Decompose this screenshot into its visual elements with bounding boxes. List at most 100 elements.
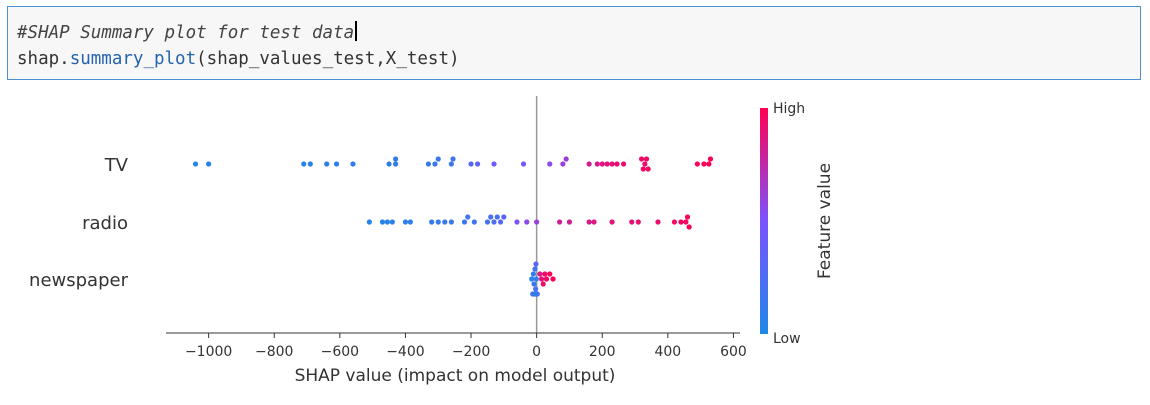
- code-comment: #SHAP Summary plot for test data: [17, 23, 355, 43]
- point-TV-16: [475, 161, 481, 167]
- point-TV-22: [586, 161, 592, 167]
- point-TV-29: [642, 161, 648, 167]
- point-TV-7: [386, 161, 392, 167]
- x-tick-label-8: 600: [720, 344, 747, 360]
- point-radio-7: [435, 219, 441, 225]
- point-radio-20: [524, 219, 530, 225]
- point-radio-1: [379, 219, 386, 225]
- x-tick-label-2: −600: [321, 344, 359, 360]
- point-radio-30: [671, 219, 678, 225]
- point-radio-22: [557, 219, 563, 225]
- x-tick-label-5: 0: [532, 344, 541, 360]
- point-TV-18: [520, 161, 527, 167]
- point-radio-2: [384, 219, 390, 225]
- colorbar: [760, 108, 768, 334]
- point-TV-0: [192, 161, 199, 167]
- point-TV-34: [694, 161, 700, 167]
- point-radio-29: [655, 219, 661, 225]
- point-radio-9: [448, 219, 454, 225]
- point-radio-8: [442, 219, 448, 225]
- point-TV-3: [307, 161, 313, 167]
- point-radio-18: [501, 214, 507, 220]
- point-radio-0: [366, 219, 372, 225]
- point-TV-10: [425, 161, 431, 167]
- point-TV-9: [393, 156, 399, 162]
- point-TV-2: [301, 161, 307, 167]
- point-newspaper-2: [531, 281, 537, 287]
- point-radio-33: [684, 214, 691, 220]
- point-TV-6: [350, 161, 356, 167]
- colorbar-title: Feature value: [815, 163, 835, 279]
- code-object: shap: [17, 49, 60, 69]
- point-TV-19: [547, 161, 553, 167]
- point-radio-17: [497, 219, 504, 225]
- point-newspaper-16: [543, 276, 550, 282]
- code-arguments: (shap_values_test,X_test): [196, 49, 460, 69]
- x-tick-label-3: −400: [386, 344, 424, 360]
- x-tick-label-4: −200: [452, 344, 490, 360]
- code-dot: .: [59, 49, 70, 69]
- point-TV-13: [448, 161, 454, 167]
- shap-summary-plot: TV radio newspaper −1000 −800 −600 −400 −200 0 2…: [29, 96, 835, 386]
- feature-label-radio: radio: [82, 213, 128, 234]
- x-tick-label-7: 400: [654, 344, 681, 360]
- point-TV-21: [563, 156, 569, 162]
- point-radio-25: [591, 219, 597, 225]
- point-newspaper-12: [537, 271, 543, 277]
- feature-labels: TV radio newspaper: [29, 155, 129, 291]
- x-tick-label-1: −800: [255, 344, 293, 360]
- point-TV-5: [333, 161, 340, 167]
- point-TV-27: [614, 161, 620, 167]
- point-TV-14: [450, 156, 456, 162]
- point-newspaper-13: [538, 276, 545, 282]
- point-TV-31: [643, 156, 650, 162]
- point-TV-25: [604, 161, 610, 167]
- point-radio-11: [465, 214, 471, 220]
- point-radio-14: [488, 214, 494, 220]
- point-TV-37: [707, 156, 714, 162]
- point-newspaper-4: [533, 286, 539, 292]
- point-radio-21: [534, 219, 540, 225]
- point-TV-11: [432, 161, 438, 167]
- point-radio-4: [402, 219, 409, 225]
- point-radio-12: [471, 219, 477, 225]
- point-radio-26: [609, 219, 615, 225]
- code-cell[interactable]: #SHAP Summary plot for test data shap.su…: [7, 6, 1141, 80]
- point-TV-26: [609, 161, 615, 167]
- point-TV-1: [206, 161, 212, 167]
- code-line-comment: #SHAP Summary plot for test data: [17, 21, 357, 43]
- point-TV-20: [560, 161, 566, 167]
- feature-label-newspaper: newspaper: [29, 270, 129, 291]
- point-newspaper-14: [540, 281, 546, 287]
- point-radio-19: [514, 219, 520, 225]
- point-newspaper-15: [542, 271, 548, 277]
- point-TV-8: [393, 161, 399, 167]
- point-newspaper-1: [530, 271, 536, 277]
- code-function-name: summary_plot: [69, 49, 197, 69]
- point-TV-12: [435, 156, 441, 162]
- colorbar-high-label: High: [773, 101, 805, 117]
- point-newspaper-3: [532, 266, 538, 272]
- point-radio-5: [407, 219, 413, 225]
- point-TV-4: [324, 161, 330, 167]
- point-radio-16: [494, 214, 500, 220]
- code-line-call: shap.summary_plot(shap_values_test,X_tes…: [17, 49, 460, 69]
- point-TV-36: [706, 161, 712, 167]
- point-radio-23: [566, 219, 573, 225]
- point-radio-3: [389, 219, 395, 225]
- point-newspaper-11: [532, 291, 538, 297]
- point-radio-27: [629, 219, 635, 225]
- x-tick-label-0: −1000: [185, 344, 232, 360]
- point-radio-24: [586, 219, 592, 225]
- point-radio-28: [635, 219, 641, 225]
- point-radio-34: [686, 224, 692, 230]
- point-TV-17: [491, 161, 497, 167]
- point-TV-35: [701, 161, 707, 167]
- point-TV-32: [640, 166, 646, 172]
- point-newspaper-17: [547, 271, 553, 277]
- point-radio-15: [491, 219, 497, 225]
- point-newspaper-5: [533, 261, 539, 267]
- point-TV-28: [620, 161, 627, 167]
- point-radio-6: [429, 219, 435, 225]
- data-points: [192, 156, 714, 297]
